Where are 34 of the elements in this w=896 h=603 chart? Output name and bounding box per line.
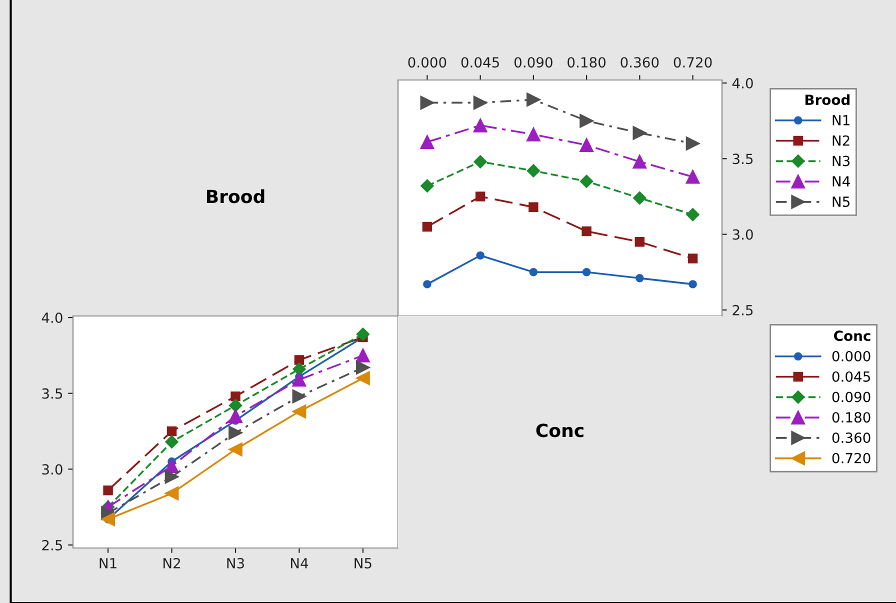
y-tick-label: 3.5 [42,388,62,399]
x-tick-label: 0.720 [674,57,712,68]
y-tick-label: 2.5 [732,304,753,316]
x-tick-label: N2 [164,558,180,568]
y-tick-label: 3.0 [732,229,753,240]
legend-label: N5 [832,196,850,207]
x-tick-label: 0.090 [514,57,552,68]
text: Conc [536,424,584,438]
x-tick-label: N5 [354,558,372,568]
y-tick-label: 4.0 [42,312,62,323]
x-tick-label: N4 [290,558,308,568]
legend-label: 0.090 [832,392,870,402]
legend-label: 0.720 [832,452,870,464]
x-tick-label: N1 [100,558,116,568]
y-tick-label: 3.0 [42,464,62,475]
legend-title: Brood [805,94,850,106]
x-tick-label: 0.360 [620,57,659,68]
legend-label: 0.360 [832,432,870,443]
legend-label: 0.000 [832,350,870,362]
y-tick-label: 4.0 [732,78,753,88]
legend-label: N1 [832,115,850,126]
y-tick-label: 3.5 [732,154,753,164]
legend-label: N4 [832,176,850,186]
x-tick-label: 0.180 [568,57,606,68]
legend-label: N2 [832,135,850,146]
legend-label: 0.180 [832,412,870,423]
x-tick-label: 0.000 [408,57,446,68]
text: Brood [206,189,264,204]
legend-title: Conc [834,330,870,342]
x-tick-label: N3 [227,558,244,568]
legend-label: 0.045 [832,371,870,382]
x-tick-label: 0.045 [461,57,499,68]
legend-label: N3 [832,156,850,166]
y-tick-label: 2.5 [42,540,62,550]
